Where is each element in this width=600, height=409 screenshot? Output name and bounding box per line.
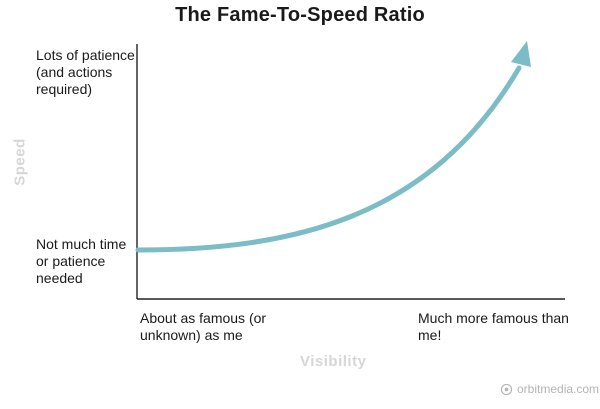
watermark: orbitmedia.com (500, 382, 599, 396)
growth-curve (135, 65, 522, 253)
chart-title: The Fame-To-Speed Ratio (175, 4, 425, 26)
curve-arrowhead (511, 41, 531, 67)
watermark-text: orbitmedia.com (517, 382, 600, 396)
y-axis-high-label: Lots of patience (and actions required) (36, 47, 135, 97)
y-axis-low-label: Not much time or patience needed (36, 236, 127, 286)
x-axis-low-label: About as famous (or unknown) as me (140, 310, 267, 343)
x-axis-high-label: Much more famous than me! (418, 310, 569, 343)
orbit-logo-icon (500, 383, 513, 395)
x-axis-title: Visibility (300, 353, 367, 370)
